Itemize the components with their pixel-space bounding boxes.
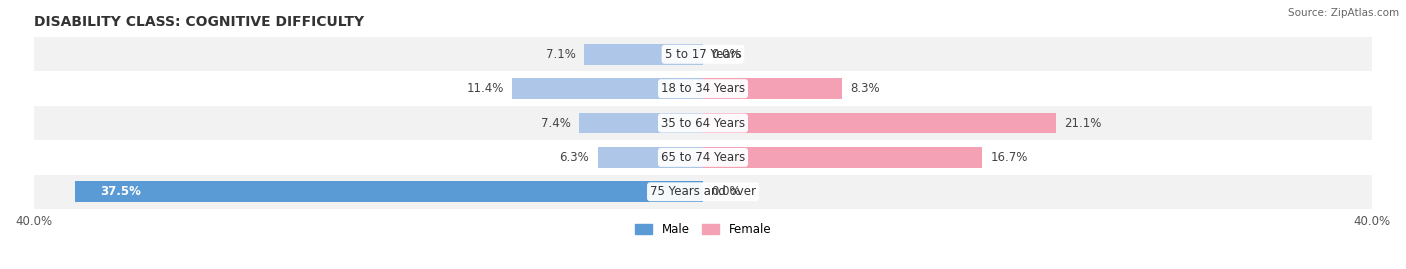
Text: 37.5%: 37.5%	[100, 185, 142, 198]
Bar	[34, 106, 1372, 140]
Text: 6.3%: 6.3%	[560, 151, 589, 164]
Bar	[579, 113, 703, 133]
Bar	[34, 140, 1372, 175]
Bar	[76, 182, 703, 202]
Text: 7.1%: 7.1%	[546, 48, 576, 61]
Bar	[583, 44, 703, 65]
Text: 18 to 34 Years: 18 to 34 Years	[661, 82, 745, 95]
Text: DISABILITY CLASS: COGNITIVE DIFFICULTY: DISABILITY CLASS: COGNITIVE DIFFICULTY	[34, 15, 364, 29]
Bar	[598, 147, 703, 168]
Text: 16.7%: 16.7%	[991, 151, 1028, 164]
Bar	[703, 113, 1056, 133]
Text: 75 Years and over: 75 Years and over	[650, 185, 756, 198]
Legend: Male, Female: Male, Female	[630, 218, 776, 241]
Text: 7.4%: 7.4%	[541, 116, 571, 130]
Text: 5 to 17 Years: 5 to 17 Years	[665, 48, 741, 61]
Bar	[34, 175, 1372, 209]
Bar	[703, 78, 842, 99]
Bar	[512, 78, 703, 99]
Text: 0.0%: 0.0%	[711, 185, 741, 198]
Text: 65 to 74 Years: 65 to 74 Years	[661, 151, 745, 164]
Bar	[34, 37, 1372, 72]
Text: 21.1%: 21.1%	[1064, 116, 1102, 130]
Bar	[34, 72, 1372, 106]
Text: 35 to 64 Years: 35 to 64 Years	[661, 116, 745, 130]
Bar	[703, 147, 983, 168]
Text: 8.3%: 8.3%	[851, 82, 880, 95]
Text: 11.4%: 11.4%	[467, 82, 503, 95]
Text: 0.0%: 0.0%	[711, 48, 741, 61]
Text: Source: ZipAtlas.com: Source: ZipAtlas.com	[1288, 8, 1399, 18]
